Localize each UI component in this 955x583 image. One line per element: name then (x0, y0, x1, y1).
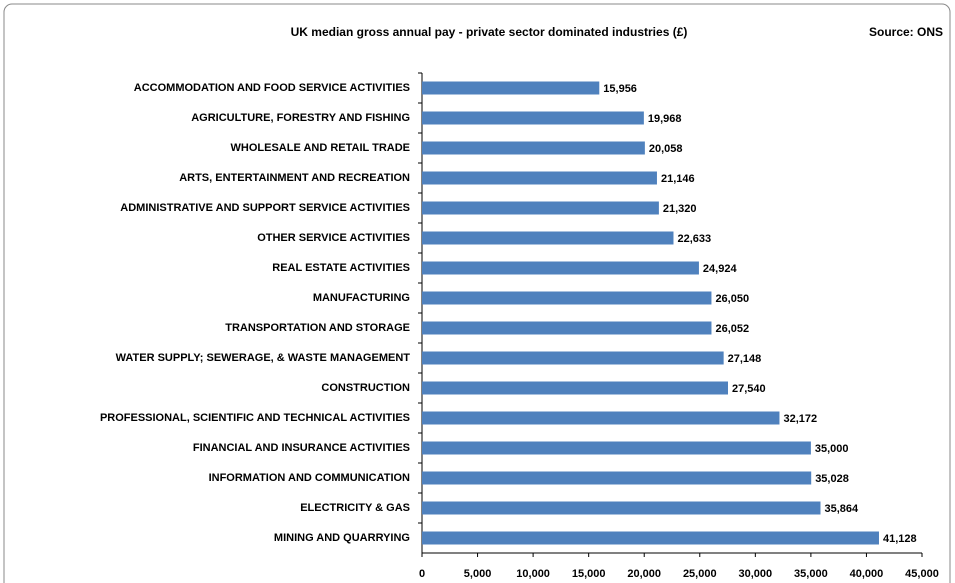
y-tick-label: ACCOMMODATION AND FOOD SERVICE ACTIVITIE… (134, 82, 410, 94)
value-label: 20,058 (649, 143, 683, 155)
value-label: 19,968 (648, 113, 682, 125)
value-label: 32,172 (783, 413, 817, 425)
value-label: 35,028 (815, 473, 849, 485)
value-label: 27,148 (728, 353, 762, 365)
bar (422, 531, 879, 545)
value-label: 21,320 (663, 203, 697, 215)
y-tick-label: MINING AND QUARRYING (274, 532, 410, 544)
bar (422, 291, 712, 305)
y-tick-label: ARTS, ENTERTAINMENT AND RECREATION (179, 172, 410, 184)
value-label: 41,128 (883, 533, 917, 545)
x-tick-label: 10,000 (516, 568, 550, 580)
bar (422, 321, 712, 335)
y-tick-label: AGRICULTURE, FORESTRY AND FISHING (191, 112, 410, 124)
value-label: 26,052 (715, 323, 749, 335)
chart-title: UK median gross annual pay - private sec… (291, 25, 688, 39)
y-tick-label: FINANCIAL AND INSURANCE ACTIVITIES (193, 442, 410, 454)
x-tick-label: 35,000 (794, 568, 828, 580)
bar (422, 441, 811, 455)
value-label: 24,924 (703, 263, 738, 275)
value-label: 35,864 (824, 503, 859, 515)
x-tick-label: 40,000 (850, 568, 884, 580)
bar (422, 231, 674, 245)
bar (422, 201, 659, 215)
x-tick-label: 25,000 (683, 568, 717, 580)
y-tick-label: OTHER SERVICE ACTIVITIES (257, 232, 410, 244)
y-tick-label: WHOLESALE AND RETAIL TRADE (231, 142, 410, 154)
bar (422, 351, 724, 365)
x-tick-label: 45,000 (905, 568, 939, 580)
x-tick-label: 5,000 (464, 568, 492, 580)
value-label: 26,050 (715, 293, 749, 305)
bar (422, 501, 821, 515)
x-tick-label: 30,000 (739, 568, 773, 580)
bar (422, 141, 645, 155)
x-tick-label: 20,000 (627, 568, 661, 580)
value-label: 15,956 (603, 83, 637, 95)
y-tick-label: INFORMATION AND COMMUNICATION (209, 472, 410, 484)
value-label: 27,540 (732, 383, 766, 395)
bar (422, 81, 600, 95)
y-tick-label: WATER SUPPLY; SEWERAGE, & WASTE MANAGEME… (116, 352, 411, 364)
y-tick-label: PROFESSIONAL, SCIENTIFIC AND TECHNICAL A… (100, 412, 410, 424)
y-tick-label: CONSTRUCTION (321, 382, 410, 394)
value-label: 35,000 (815, 443, 849, 455)
bar (422, 381, 728, 395)
bar (422, 411, 780, 425)
value-label: 22,633 (677, 233, 711, 245)
y-tick-label: REAL ESTATE ACTIVITIES (272, 262, 410, 274)
bar (422, 111, 644, 125)
y-tick-label: ELECTRICITY & GAS (300, 502, 410, 514)
bar (422, 261, 699, 275)
bar (422, 471, 812, 485)
y-tick-label: TRANSPORTATION AND STORAGE (225, 322, 410, 334)
y-tick-label: ADMINISTRATIVE AND SUPPORT SERVICE ACTIV… (120, 202, 410, 214)
y-tick-label: MANUFACTURING (313, 292, 410, 304)
value-label: 21,146 (661, 173, 695, 185)
x-tick-label: 0 (419, 568, 425, 580)
bar (422, 171, 657, 185)
source: Source: ONS (869, 25, 943, 39)
x-tick-label: 15,000 (572, 568, 606, 580)
